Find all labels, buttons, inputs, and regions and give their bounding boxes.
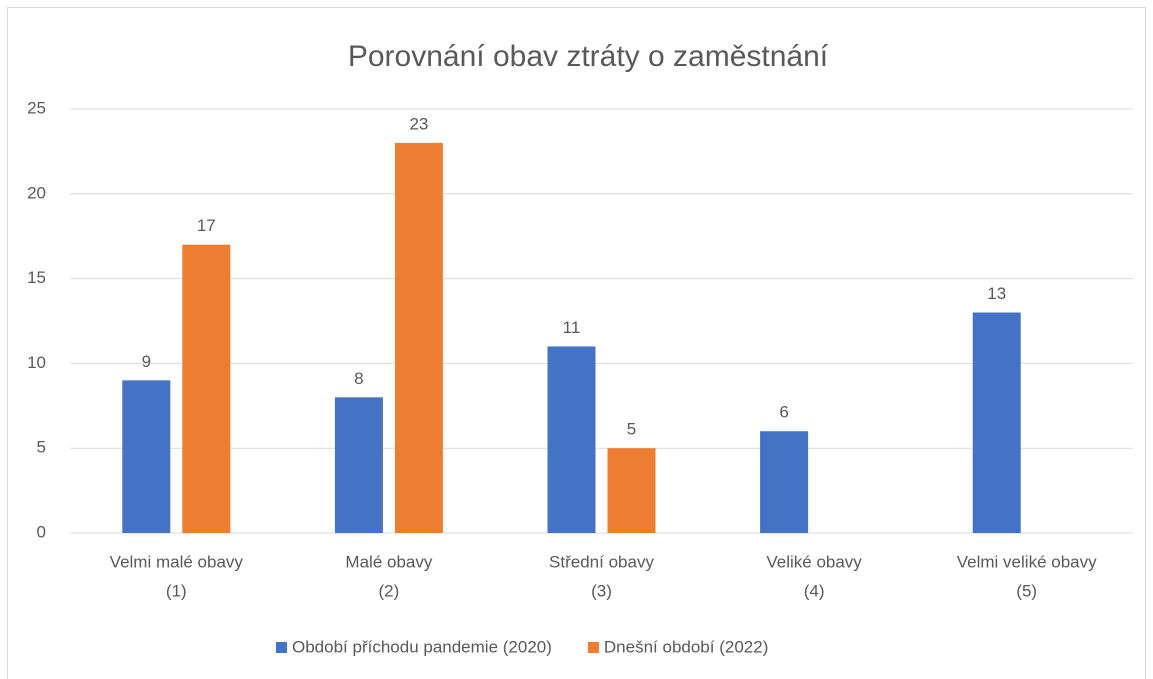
data-label: 9 — [142, 352, 151, 371]
x-tick-label: Střední obavy — [549, 552, 654, 571]
x-tick-label: Velmi malé obavy — [110, 552, 244, 571]
data-label: 17 — [197, 216, 216, 235]
legend-label: Období příchodu pandemie (2020) — [292, 637, 552, 656]
bar — [182, 244, 231, 533]
x-tick-label: (5) — [1016, 581, 1037, 600]
y-tick-label: 25 — [27, 98, 46, 117]
legend-label: Dnešní období (2022) — [604, 637, 768, 656]
x-tick-label: (3) — [591, 581, 612, 600]
bar — [760, 431, 809, 533]
bar — [972, 312, 1021, 533]
x-tick-label: (2) — [379, 581, 400, 600]
bar — [122, 380, 171, 533]
y-tick-label: 10 — [27, 353, 46, 372]
data-label: 11 — [563, 318, 581, 337]
y-tick-label: 15 — [27, 268, 46, 287]
x-tick-label: Malé obavy — [345, 552, 432, 571]
bar — [334, 397, 383, 533]
y-tick-label: 20 — [27, 183, 46, 202]
bar — [394, 142, 443, 534]
data-label: 13 — [987, 284, 1006, 303]
data-label: 23 — [409, 114, 428, 133]
x-tick-label: Veliké obavy — [766, 552, 862, 571]
data-label: 5 — [627, 420, 636, 439]
bar — [547, 346, 596, 533]
y-tick-label: 5 — [37, 438, 46, 457]
legend-swatch — [587, 642, 599, 653]
legend-swatch — [276, 642, 287, 653]
x-tick-label: (1) — [166, 581, 187, 600]
y-tick-label: 0 — [37, 522, 46, 541]
data-label: 8 — [354, 369, 363, 388]
chart-title: Porovnání obav ztráty o zaměstnání — [348, 40, 829, 73]
x-tick-label: (4) — [804, 581, 825, 600]
x-tick-label: Velmi veliké obavy — [957, 552, 1097, 571]
bar — [607, 448, 656, 533]
data-label: 6 — [779, 403, 788, 422]
